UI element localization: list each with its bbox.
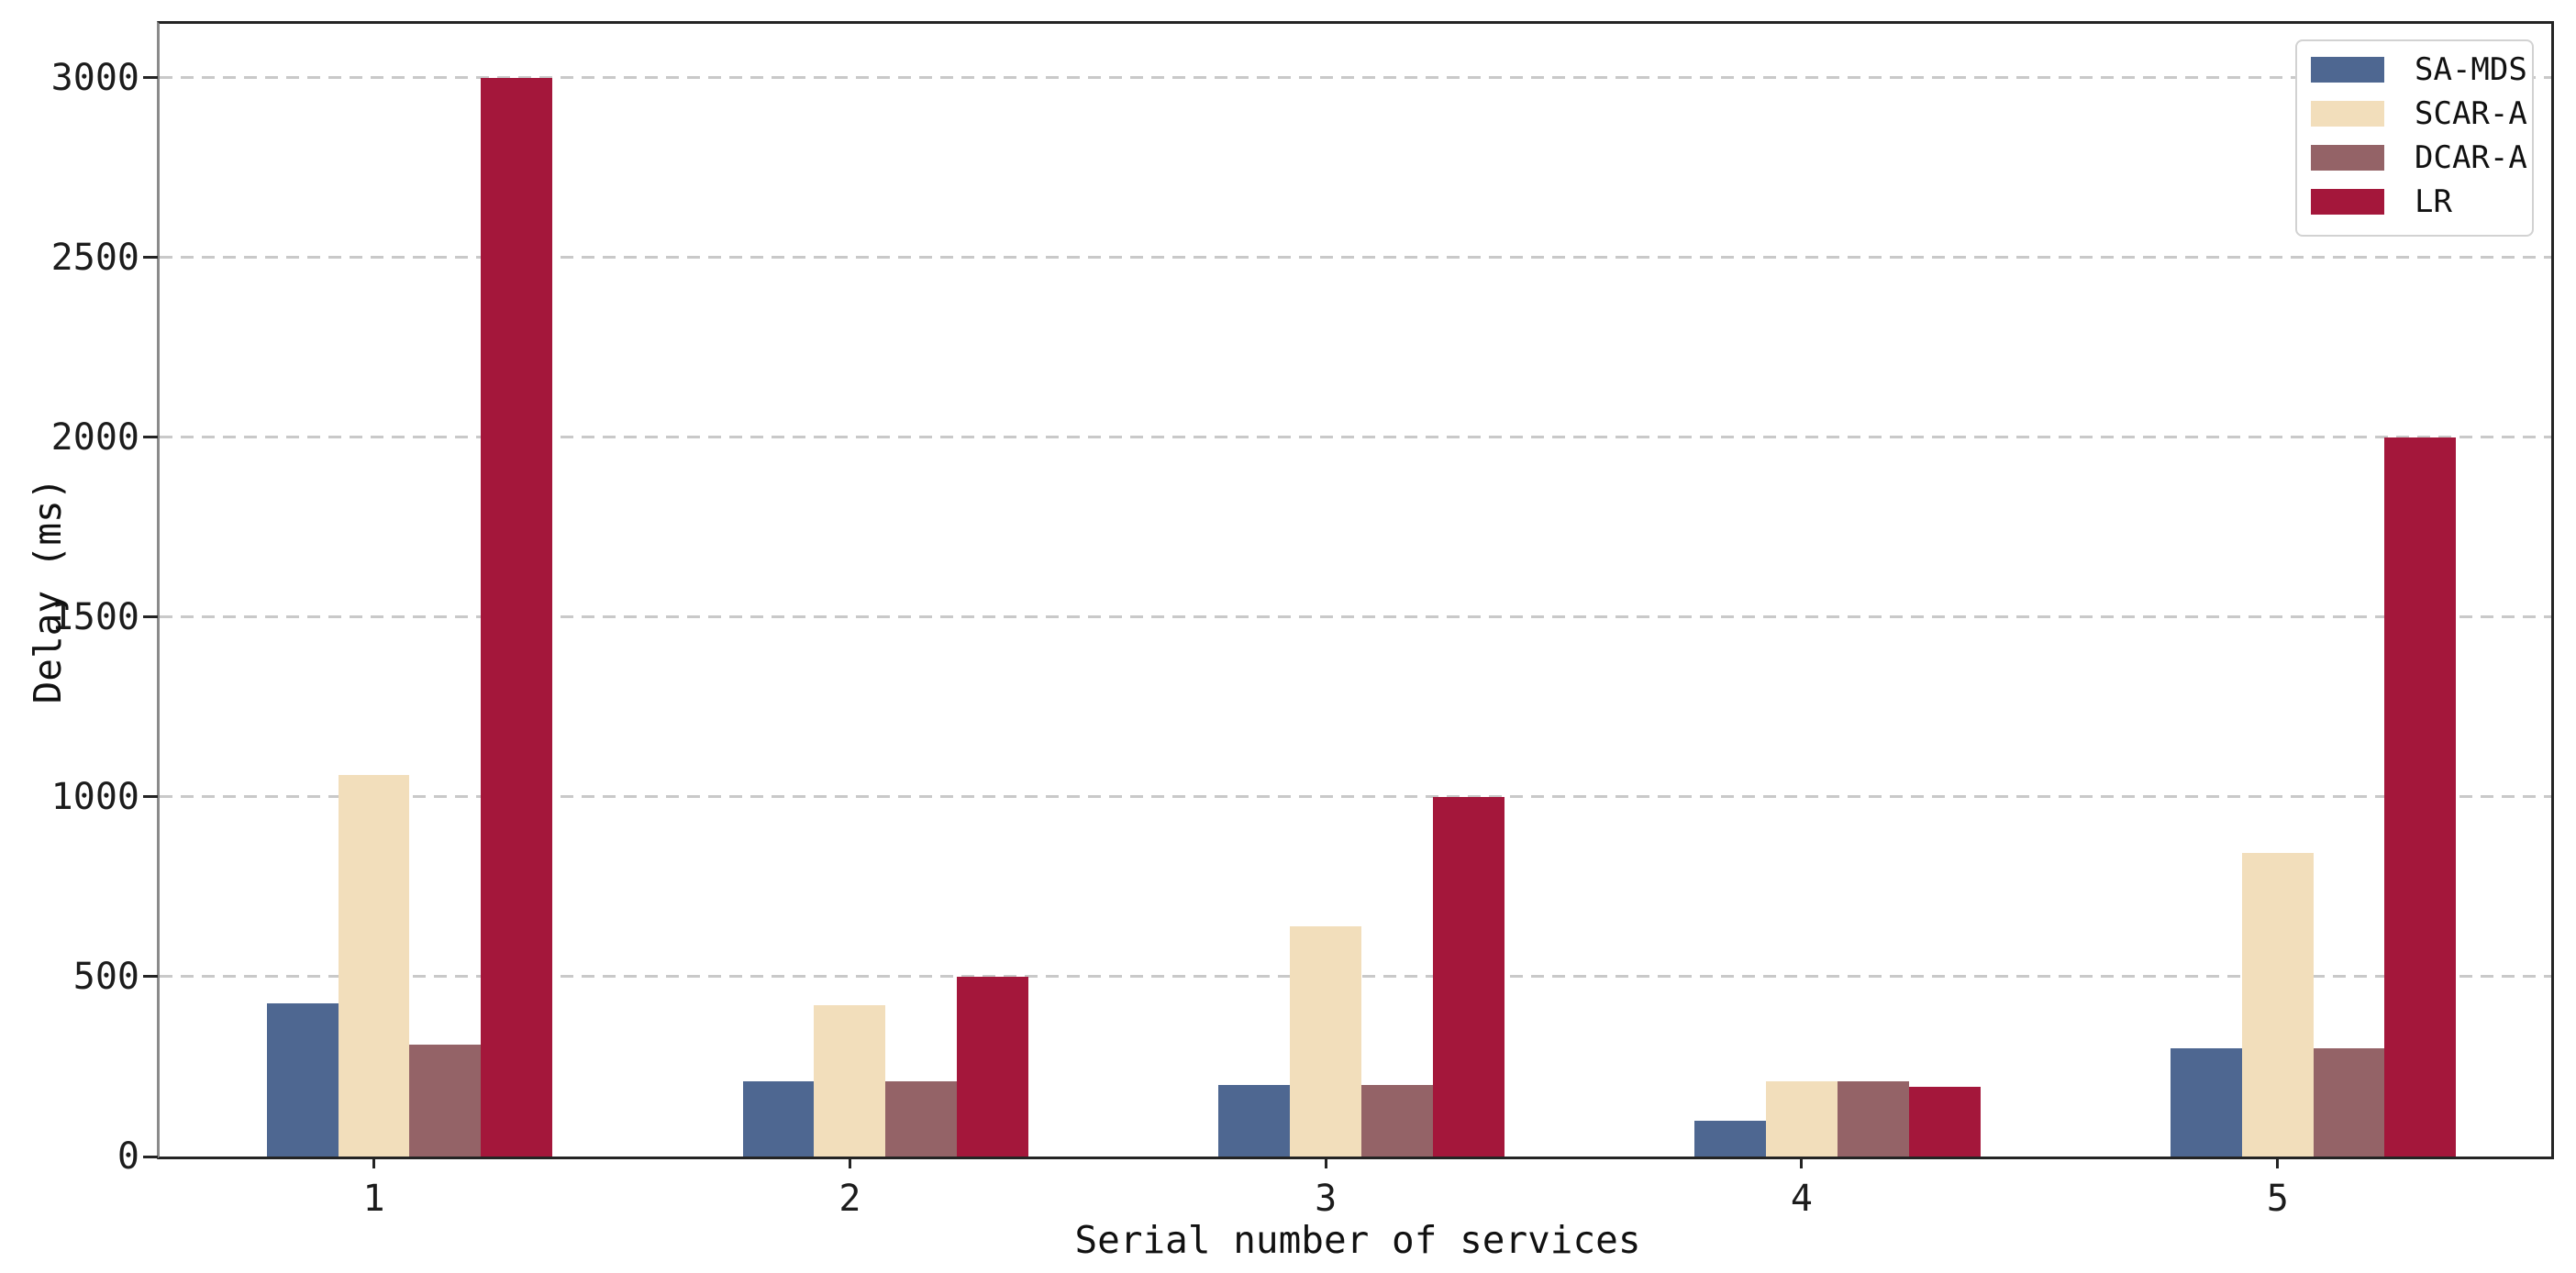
bar-lr-1 [481,77,553,1157]
bar-dcar-a-5 [2313,1048,2385,1157]
y-tick-label-3000: 3000 [50,56,139,99]
legend-label-lr: LR [2415,183,2452,220]
legend-swatch-scar-a [2311,101,2384,127]
gridline-3000 [160,76,2551,80]
bar-scar-a-5 [2241,852,2314,1157]
legend-label-dcar-a: DCAR-A [2415,139,2527,176]
bar-lr-3 [1432,796,1505,1157]
x-tick-label-1: 1 [362,1178,385,1220]
x-tick-label-4: 4 [1790,1178,1813,1220]
legend-swatch-dcar-a [2311,145,2384,171]
x-tick-label-2: 2 [838,1178,861,1220]
legend-item-dcar-a: DCAR-A [2297,136,2532,180]
y-tick-mark-2000 [143,436,158,439]
legend-swatch-sa-mds [2311,57,2384,83]
y-tick-label-500: 500 [72,955,139,998]
gridline-1500 [160,615,2551,619]
y-tick-mark-3000 [143,76,158,80]
legend-swatch-lr [2311,189,2384,215]
legend-item-lr: LR [2297,180,2532,224]
y-tick-label-1500: 1500 [50,595,139,638]
y-tick-mark-1500 [143,615,158,619]
y-tick-mark-500 [143,975,158,979]
bar-scar-a-1 [338,775,410,1157]
gridline-1000 [160,795,2551,799]
y-tick-label-0: 0 [117,1135,139,1178]
bar-sa-mds-5 [2171,1048,2242,1157]
bar-lr-2 [957,976,1028,1157]
plot-area [157,21,2554,1159]
bar-scar-a-3 [1290,926,1362,1157]
legend-label-scar-a: SCAR-A [2415,95,2527,132]
x-tick-label-3: 3 [1315,1178,1338,1220]
bar-scar-a-2 [814,1005,886,1157]
bar-dcar-a-4 [1837,1080,1909,1157]
x-tick-mark-4 [1800,1157,1804,1168]
y-tick-label-2500: 2500 [50,236,139,279]
bar-dcar-a-2 [885,1080,958,1157]
y-tick-label-2000: 2000 [50,415,139,459]
bars-layer [160,24,2551,1157]
bar-lr-4 [1908,1086,1981,1157]
legend: SA-MDS SCAR-A DCAR-A LR [2295,39,2534,237]
bar-sa-mds-2 [742,1080,815,1157]
legend-item-scar-a: SCAR-A [2297,92,2532,136]
y-tick-mark-1000 [143,795,158,799]
x-tick-mark-5 [2276,1157,2280,1168]
gridline-2000 [160,436,2551,439]
bar-lr-5 [2384,437,2457,1157]
gridline-2500 [160,256,2551,260]
bar-dcar-a-3 [1361,1084,1433,1157]
bar-scar-a-4 [1766,1080,1838,1157]
x-tick-label-5: 5 [2266,1178,2289,1220]
y-tick-label-1000: 1000 [50,775,139,818]
x-axis-label: Serial number of services [1074,1218,1641,1262]
y-tick-mark-2500 [143,256,158,260]
x-tick-mark-3 [1324,1157,1327,1168]
x-tick-mark-2 [848,1157,851,1168]
y-tick-mark-0 [143,1155,158,1158]
bar-dcar-a-1 [409,1045,482,1157]
x-tick-mark-1 [372,1157,376,1168]
bar-sa-mds-4 [1694,1120,1767,1157]
legend-label-sa-mds: SA-MDS [2415,51,2527,88]
legend-item-sa-mds: SA-MDS [2297,48,2532,92]
bar-sa-mds-3 [1218,1084,1291,1157]
y-axis-label: Delay (ms) [26,477,70,704]
bar-sa-mds-1 [266,1003,339,1157]
